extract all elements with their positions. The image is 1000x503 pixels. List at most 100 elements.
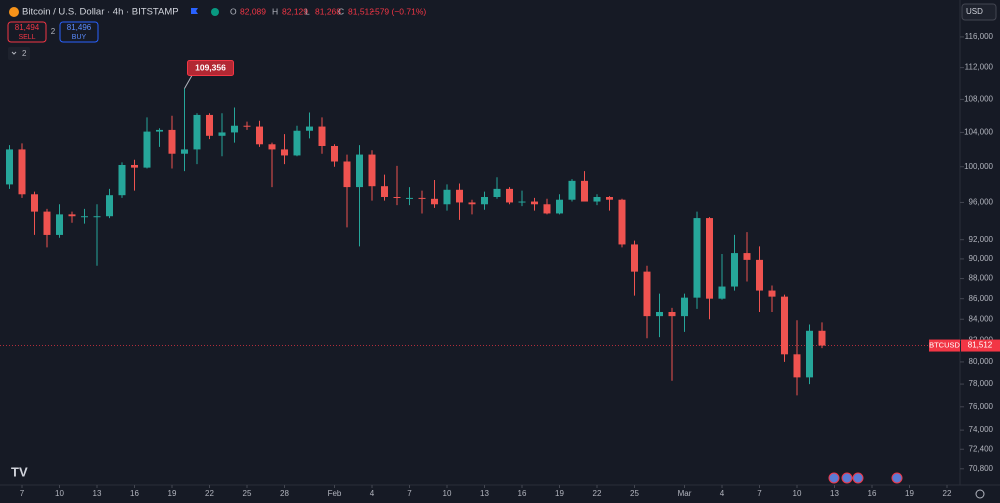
candle-body bbox=[193, 114, 201, 150]
candle-body bbox=[531, 201, 538, 205]
x-tick-label: 4 bbox=[370, 489, 375, 498]
candle-body bbox=[506, 188, 513, 203]
indicators-toggle[interactable] bbox=[8, 47, 30, 60]
event-icon[interactable] bbox=[891, 472, 903, 484]
x-tick-label: 22 bbox=[205, 489, 214, 498]
candle-body bbox=[693, 218, 701, 298]
candle-body bbox=[631, 244, 638, 272]
buy-price: 81,496 bbox=[67, 23, 92, 32]
buy-label: BUY bbox=[72, 34, 87, 41]
candle-body bbox=[493, 188, 501, 197]
event-icon[interactable] bbox=[841, 472, 853, 484]
y-tick-label: 84,000 bbox=[969, 314, 994, 323]
candle-body bbox=[268, 144, 276, 150]
candle-body bbox=[443, 189, 451, 205]
candle-body bbox=[618, 199, 626, 245]
candle-body bbox=[568, 180, 576, 200]
candle-body bbox=[6, 149, 13, 185]
event-icon[interactable] bbox=[828, 472, 840, 484]
sell-button[interactable] bbox=[7, 21, 47, 43]
candle-body bbox=[818, 330, 826, 346]
candle-body bbox=[206, 114, 213, 136]
candle-body bbox=[143, 131, 151, 168]
candle-body bbox=[331, 145, 338, 162]
x-tick-label: 19 bbox=[905, 489, 914, 498]
currency-select[interactable] bbox=[961, 3, 997, 21]
spread: 2 bbox=[51, 27, 56, 36]
event-icon[interactable] bbox=[852, 472, 864, 484]
sell-label: SELL bbox=[18, 34, 35, 41]
x-tick-label: 13 bbox=[830, 489, 839, 498]
x-tick-label: Mar bbox=[678, 489, 692, 498]
candle-body bbox=[793, 354, 801, 378]
symbol-label: BTCUSD bbox=[929, 341, 960, 350]
y-tick-label: 76,000 bbox=[969, 402, 994, 411]
candle-body bbox=[18, 149, 26, 195]
candle-body bbox=[606, 196, 613, 200]
candle-body bbox=[668, 311, 676, 317]
ohlc-item: 82,129 bbox=[282, 6, 308, 16]
flag-icon[interactable] bbox=[191, 8, 198, 14]
candle-body bbox=[806, 330, 813, 378]
event-icons bbox=[828, 472, 903, 484]
indicators-count: 2 bbox=[22, 49, 27, 58]
candle-body bbox=[743, 253, 751, 260]
candle-body bbox=[706, 218, 713, 299]
symbol-tag bbox=[929, 339, 960, 352]
candle-body bbox=[43, 211, 51, 235]
candle-body bbox=[243, 125, 251, 127]
y-tick-label: 108,000 bbox=[964, 95, 993, 104]
y-tick-label: 78,000 bbox=[969, 379, 994, 388]
x-tick-label: 10 bbox=[443, 489, 452, 498]
candle-body bbox=[681, 297, 688, 317]
buy-button[interactable] bbox=[59, 21, 99, 43]
y-tick-label: 104,000 bbox=[964, 128, 993, 137]
y-tick-label: 74,000 bbox=[969, 425, 994, 434]
x-tick-label: 19 bbox=[168, 489, 177, 498]
x-tick-label: 10 bbox=[793, 489, 802, 498]
x-tick-label: 7 bbox=[407, 489, 412, 498]
candle-body bbox=[168, 129, 176, 154]
settings-icon[interactable] bbox=[975, 489, 985, 499]
candle-body bbox=[56, 214, 63, 235]
candle-body bbox=[31, 194, 38, 212]
candle-body bbox=[543, 204, 551, 214]
candle-body bbox=[581, 180, 588, 202]
y-tick-label: 100,000 bbox=[964, 162, 993, 171]
candle-body bbox=[256, 126, 263, 145]
candle-body bbox=[293, 130, 301, 156]
candle-body bbox=[593, 196, 601, 202]
candle-body bbox=[731, 253, 738, 287]
candle-body bbox=[656, 311, 663, 317]
candle-body bbox=[418, 197, 426, 199]
y-tick-label: 80,000 bbox=[969, 357, 994, 366]
x-tick-label: 13 bbox=[93, 489, 102, 498]
y-tick-label: 96,000 bbox=[969, 198, 994, 207]
currency: USD bbox=[966, 7, 983, 16]
y-tick-label: 86,000 bbox=[969, 294, 994, 303]
high-callout-label: 109,356 bbox=[195, 62, 226, 72]
x-tick-label: 7 bbox=[757, 489, 762, 498]
ohlc-item: −579 (−0.71%) bbox=[370, 6, 426, 16]
logo[interactable]: TV bbox=[11, 464, 28, 479]
ohlc-item: 82,089 bbox=[240, 6, 266, 16]
x-tick-label: 28 bbox=[280, 489, 289, 498]
ohlc-item: 81,268 bbox=[315, 6, 341, 16]
candle-body bbox=[468, 202, 476, 205]
x-tick-label: 22 bbox=[943, 489, 952, 498]
x-tick-label: 19 bbox=[555, 489, 564, 498]
candle-body bbox=[456, 189, 463, 203]
candle-body bbox=[356, 154, 363, 188]
candle-body bbox=[81, 216, 88, 218]
candle-body bbox=[381, 186, 388, 197]
x-tick-label: 4 bbox=[720, 489, 725, 498]
plot bbox=[0, 88, 960, 396]
y-tick-label: 72,400 bbox=[969, 444, 994, 453]
chevron bbox=[11, 51, 17, 55]
candle-body bbox=[481, 196, 488, 205]
symbol-title[interactable]: Bitcoin / U.S. Dollar · 4h · BITSTAMP bbox=[22, 7, 179, 18]
candle-body bbox=[181, 149, 188, 154]
x-tick-label: 7 bbox=[20, 489, 25, 498]
